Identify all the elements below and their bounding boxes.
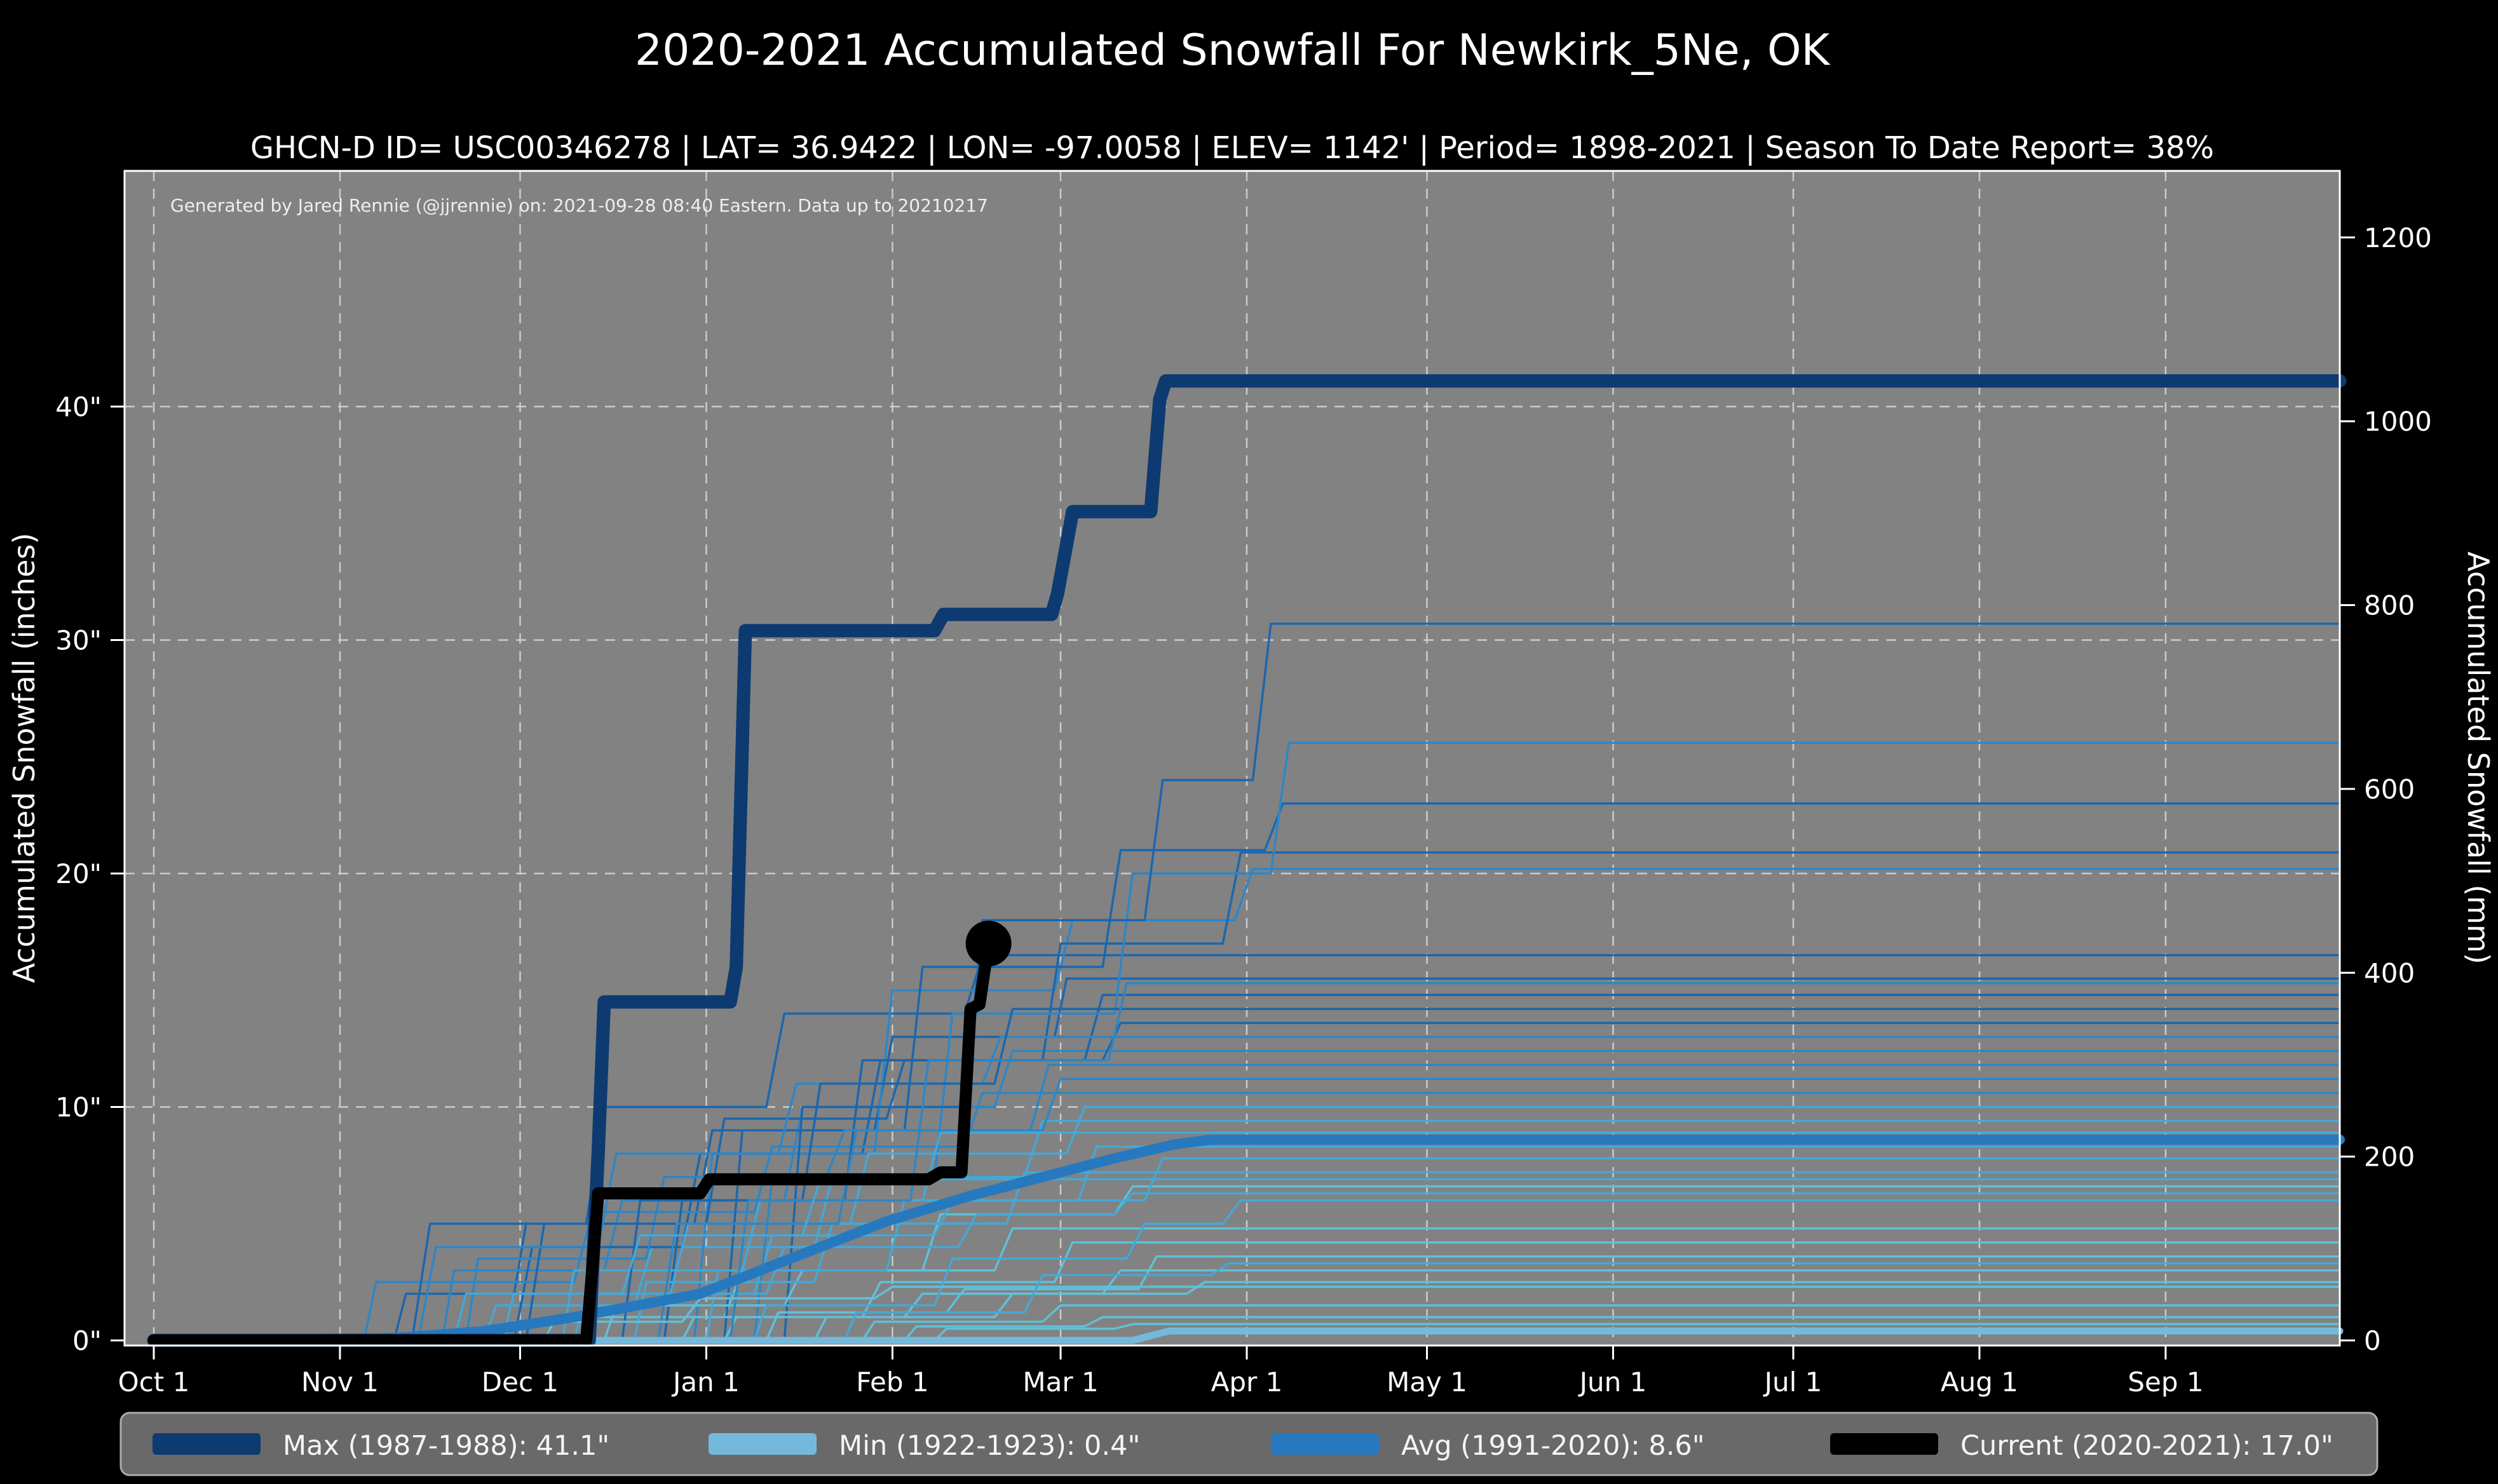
- legend-label-max: Max (1987-1988): 41.1": [283, 1430, 609, 1462]
- x-tick-label: Oct 1: [118, 1366, 190, 1398]
- right-tick-label: 600: [2364, 774, 2415, 805]
- station-subtitle: GHCN-D ID= USC00346278 | LAT= 36.9422 | …: [250, 130, 2214, 166]
- x-tick-label: Jun 1: [1578, 1366, 1647, 1398]
- plot-area: [125, 171, 2340, 1346]
- plot-background-layer: [125, 171, 2340, 1346]
- legend-box: [119, 1412, 2379, 1476]
- historical-year-line: [933, 1323, 2340, 1342]
- legend-layer: Max (1987-1988): 41.1" Min (1922-1923): 0…: [119, 1412, 2379, 1476]
- historical-year-line: [765, 1255, 2340, 1341]
- x-tick-label: Nov 1: [301, 1366, 379, 1398]
- historical-year-line: [621, 1008, 2340, 1341]
- left-tick-label: 10": [55, 1092, 102, 1123]
- current-endpoint-dot: [965, 921, 1012, 967]
- right-tick-label: 800: [2364, 590, 2415, 621]
- x-tick-label: Feb 1: [856, 1366, 928, 1398]
- legend-label-current: Current (2020-2021): 17.0": [1960, 1430, 2333, 1462]
- historical-year-line: [723, 802, 2340, 1341]
- left-tick-label: 40": [55, 391, 102, 422]
- historical-year-line: [753, 1199, 2340, 1341]
- right-tick-label: 1200: [2364, 222, 2432, 253]
- x-tick-label: Mar 1: [1022, 1366, 1098, 1398]
- left-axis-label: Accumulated Snowfall (inches): [7, 533, 41, 983]
- right-tick-label: 400: [2364, 957, 2415, 988]
- min-series-line: [150, 1327, 2344, 1344]
- legend-label-avg: Avg (1991-2020): 8.6": [1401, 1430, 1705, 1462]
- historical-year-line: [861, 1304, 2340, 1341]
- x-tick-label: Apr 1: [1211, 1366, 1283, 1398]
- main-series-layer: [147, 374, 2347, 1347]
- generated-annotation: Generated by Jared Rennie (@jjrennie) on…: [170, 195, 988, 216]
- historical-year-line: [813, 1281, 2340, 1341]
- historical-year-line: [681, 1241, 2340, 1341]
- right-tick-label: 200: [2364, 1142, 2415, 1173]
- legend-swatch-avg: [1271, 1433, 1379, 1455]
- historical-year-line: [843, 1262, 2340, 1341]
- x-tick-label: Aug 1: [1941, 1366, 2018, 1398]
- left-tick-label: 30": [55, 625, 102, 656]
- legend-swatch-current: [1830, 1433, 1938, 1455]
- x-tick-label: Jul 1: [1763, 1366, 1823, 1398]
- tick-layer: Oct 1 Nov 1 Dec 1 Jan 1 Feb 1 Mar 1 Apr 1 May 1…: [55, 222, 2432, 1398]
- avg-series-line: [149, 1135, 2345, 1346]
- x-tick-label: May 1: [1387, 1366, 1467, 1398]
- left-tick-label: 0": [72, 1325, 102, 1356]
- historical-year-line: [363, 1091, 2340, 1341]
- legend-swatch-min: [709, 1433, 817, 1455]
- x-tick-label: Sep 1: [2128, 1366, 2203, 1398]
- x-tick-label: Dec 1: [482, 1366, 559, 1398]
- max-series-line: [147, 374, 2347, 1347]
- legend-label-min: Min (1922-1923): 0.4": [839, 1430, 1140, 1462]
- x-tick-label: Jan 1: [671, 1366, 740, 1398]
- current-series-line: [147, 937, 995, 1347]
- historical-year-line: [723, 1269, 2340, 1341]
- historical-year-line: [903, 1316, 2340, 1342]
- plot-frame: [123, 170, 2341, 1347]
- axes-frame-layer: [123, 170, 2341, 1347]
- legend-swatch-max: [153, 1433, 261, 1455]
- historical-year-line: [783, 623, 2340, 1341]
- right-tick-label: 1000: [2364, 406, 2432, 437]
- left-tick-label: 20": [55, 858, 102, 889]
- historical-year-line: [417, 1035, 2340, 1341]
- right-tick-label: 0: [2364, 1325, 2381, 1356]
- historical-year-line: [585, 1192, 2340, 1341]
- historical-year-line: [657, 1063, 2340, 1341]
- page-title: 2020-2021 Accumulated Snowfall For Newki…: [635, 25, 1831, 76]
- right-axis-label: Accumulated Snowfall (mm): [2461, 551, 2495, 964]
- historical-year-line: [729, 981, 2340, 1341]
